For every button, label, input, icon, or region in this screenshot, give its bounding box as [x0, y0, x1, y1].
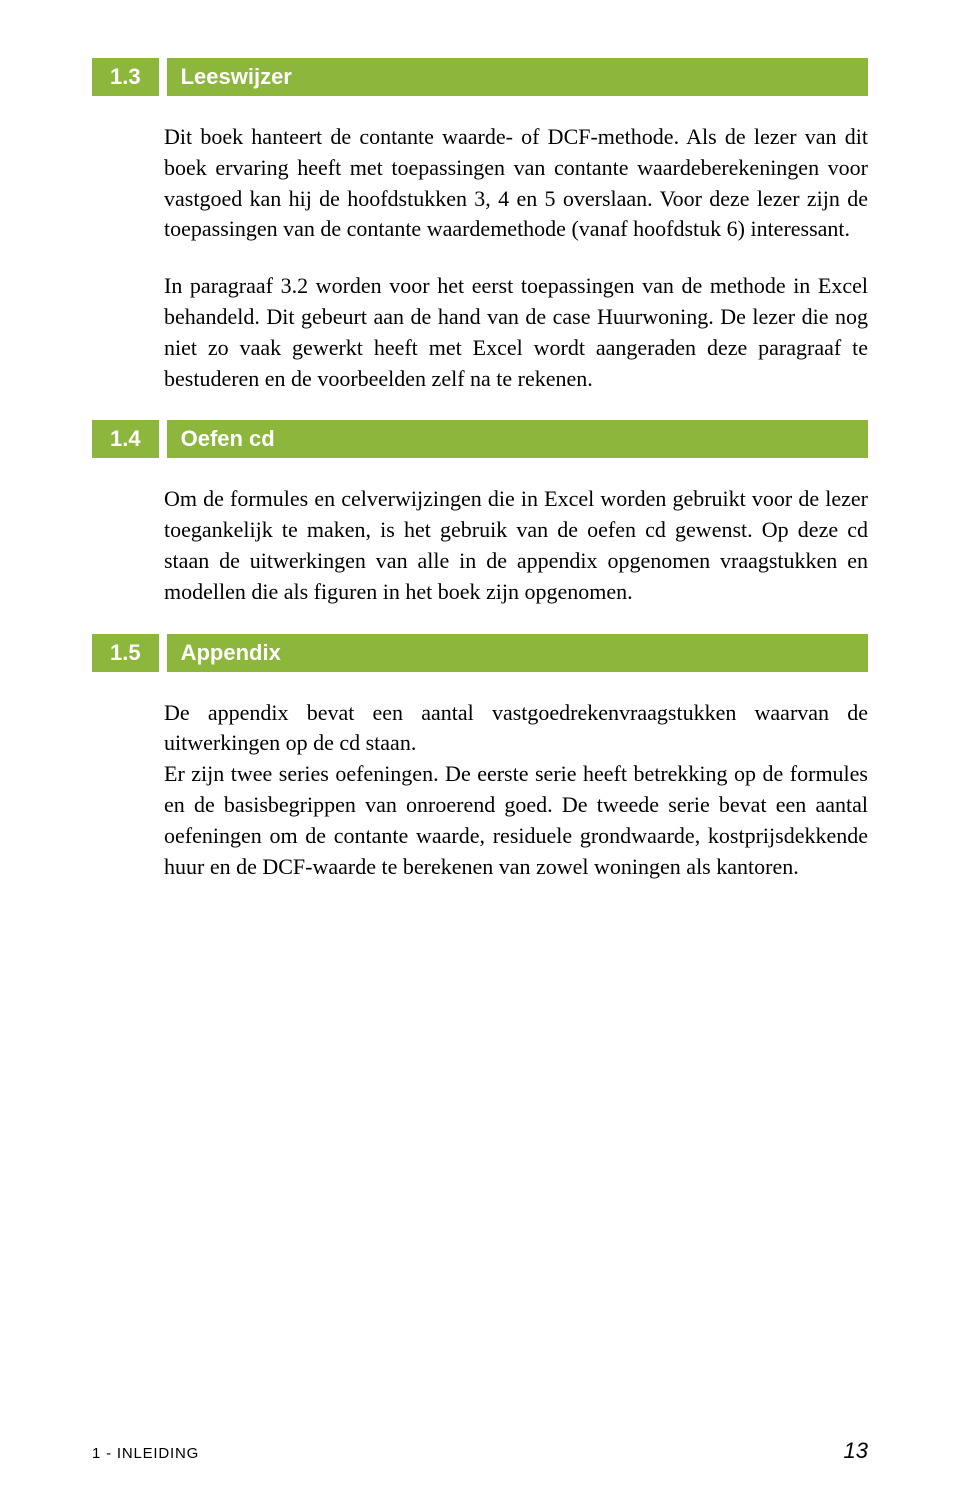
section-title: Leeswijzer [167, 58, 868, 96]
section-number: 1.5 [92, 634, 159, 672]
page-footer: 1 - INLEIDING 13 [92, 1438, 868, 1464]
paragraph: In paragraaf 3.2 worden voor het eerst t… [164, 271, 868, 394]
footer-page-number: 13 [844, 1438, 868, 1464]
section-number: 1.3 [92, 58, 159, 96]
section-title: Appendix [167, 634, 868, 672]
paragraph: Om de formules en celverwijzingen die in… [164, 484, 868, 607]
section-number: 1.4 [92, 420, 159, 458]
paragraph: De appendix bevat een aantal vastgoedrek… [164, 698, 868, 883]
paragraph: Dit boek hanteert de contante waarde- of… [164, 122, 868, 245]
footer-chapter-label: 1 - INLEIDING [92, 1445, 199, 1462]
section-header: 1.4 Oefen cd [92, 420, 868, 458]
section-header: 1.3 Leeswijzer [92, 58, 868, 96]
section-title: Oefen cd [167, 420, 868, 458]
section-header: 1.5 Appendix [92, 634, 868, 672]
